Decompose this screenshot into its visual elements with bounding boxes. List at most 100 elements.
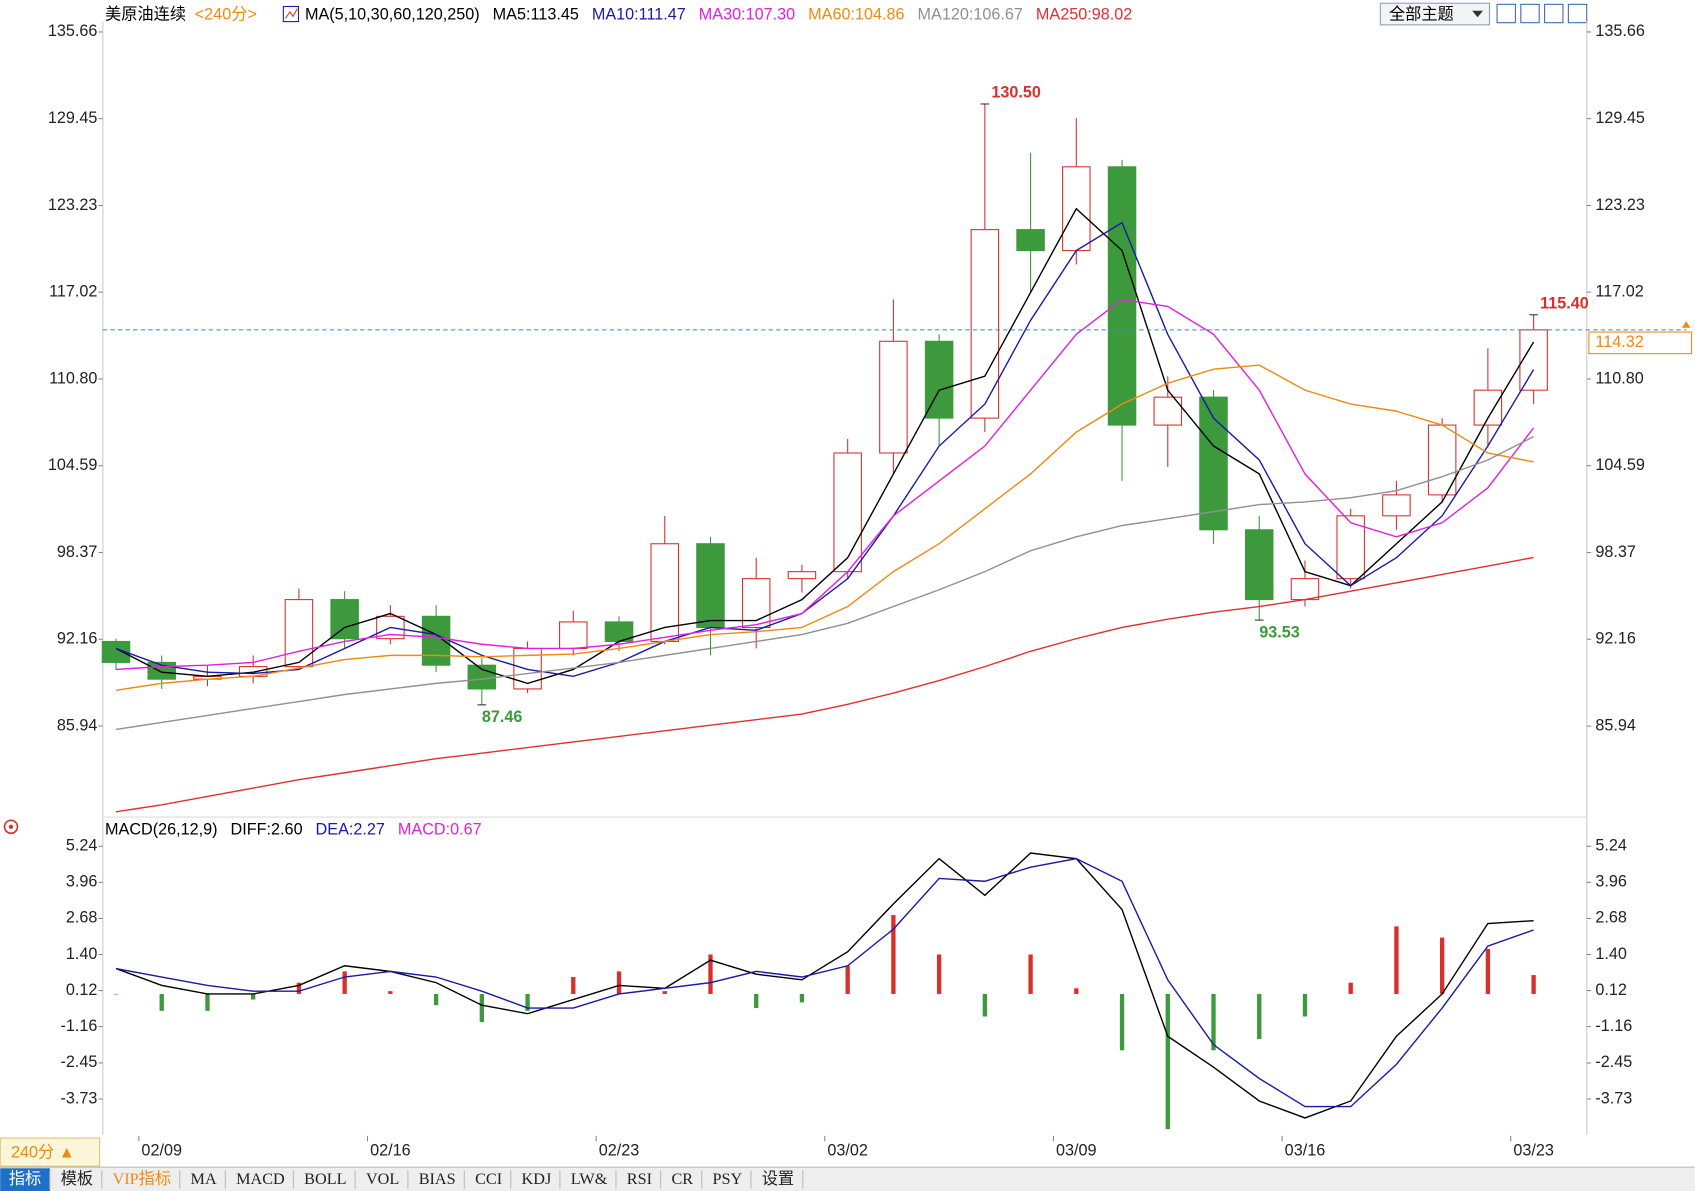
macd-bar <box>433 993 439 1006</box>
x-tick-label: 03/23 <box>1513 1141 1554 1159</box>
y-tick-label: 3.96 <box>66 873 98 891</box>
tab[interactable]: PSY <box>703 1168 752 1191</box>
period-label: <240分> <box>195 5 257 23</box>
y-tick-label: -3.73 <box>61 1089 98 1107</box>
tab[interactable]: MACD <box>227 1168 294 1191</box>
tab-background <box>662 1168 702 1191</box>
tab-label: RSI <box>627 1170 652 1188</box>
y-tick-label: 1.40 <box>66 945 98 963</box>
candle-body <box>1016 229 1045 252</box>
theme-menu[interactable] <box>1379 2 1491 26</box>
candle-body <box>559 621 588 649</box>
period-button[interactable] <box>0 1137 101 1167</box>
macd-bar <box>1165 993 1170 1130</box>
tab[interactable]: 指标 <box>0 1168 51 1191</box>
icon-button[interactable] <box>1567 3 1588 24</box>
candle-body <box>1336 515 1365 580</box>
theme-menu-label: 全部主题 <box>1389 5 1454 23</box>
candle-body <box>833 452 862 573</box>
last-price-arrow <box>1681 321 1691 328</box>
y-tick-label-right: 104.59 <box>1595 456 1645 474</box>
tab[interactable]: RSI <box>618 1168 662 1191</box>
tab-label: VOL <box>366 1170 399 1188</box>
x-tick-label: 03/16 <box>1285 1141 1326 1159</box>
tab-label: 模板 <box>61 1170 93 1188</box>
y-tick-label-right: -3.73 <box>1595 1089 1632 1107</box>
legend-entry: MA250:98.02 <box>1036 5 1132 23</box>
x-tick-label: 02/16 <box>370 1141 411 1159</box>
x-tick-label: 02/09 <box>141 1141 182 1159</box>
tab-background <box>0 1168 50 1191</box>
tab-label: 指标 <box>9 1170 41 1188</box>
candle-body <box>970 229 1000 419</box>
macd-bar <box>845 965 850 994</box>
candle-body <box>741 578 771 629</box>
legend-entry: MA120:106.67 <box>918 5 1023 23</box>
candle-body <box>421 615 451 666</box>
tab-label: LW& <box>571 1170 608 1188</box>
candle-body <box>101 640 131 663</box>
tab[interactable]: BOLL <box>295 1168 356 1191</box>
macd-bar <box>296 982 302 994</box>
y-tick-label: 104.59 <box>48 456 98 474</box>
y-tick-label: 92.16 <box>57 630 98 648</box>
candle-body <box>1519 329 1548 391</box>
macd-bar <box>1257 993 1262 1040</box>
y-tick-label-right: 98.37 <box>1595 543 1636 561</box>
y-tick-label: 117.02 <box>49 282 97 300</box>
candle-body <box>1244 529 1274 601</box>
ma-line <box>115 556 1534 813</box>
tab-background <box>181 1168 226 1191</box>
tab[interactable]: CCI <box>466 1168 512 1191</box>
tab[interactable]: CR <box>662 1168 703 1191</box>
icon-button[interactable] <box>1496 3 1516 24</box>
macd-bar <box>1485 948 1491 994</box>
tab-label: BOLL <box>304 1170 346 1188</box>
y-tick-label-right: -2.45 <box>1595 1053 1632 1071</box>
y-tick-label: 85.94 <box>57 716 98 734</box>
ma-line <box>115 436 1534 731</box>
settings-icon[interactable] <box>3 819 19 835</box>
macd-bar <box>113 993 119 995</box>
macd-bar <box>662 991 667 994</box>
icon-button[interactable] <box>1520 3 1540 24</box>
tab[interactable]: 设置 <box>753 1168 804 1191</box>
tab[interactable]: LW& <box>562 1168 617 1191</box>
x-tick-label: 03/02 <box>827 1141 868 1159</box>
settings-icon-dot <box>8 824 14 829</box>
toolbar-icons <box>1496 3 1588 24</box>
tab[interactable]: VOL <box>357 1168 409 1191</box>
indicator-icon[interactable] <box>282 5 300 23</box>
y-tick-label-right: 110.80 <box>1595 369 1643 387</box>
tab-background <box>512 1168 560 1191</box>
tab[interactable]: VIP指标 <box>103 1168 181 1191</box>
tab[interactable]: KDJ <box>512 1168 561 1191</box>
period-button-label: 240分 ▲ <box>11 1143 75 1161</box>
extreme-label: 93.53 <box>1259 623 1300 641</box>
tab[interactable]: MA <box>181 1168 226 1191</box>
macd-bar <box>799 993 805 1003</box>
macd-bar <box>1028 954 1033 994</box>
y-tick-label: 98.37 <box>57 543 98 561</box>
macd-bar <box>616 971 622 994</box>
legend-entry: MACD:0.67 <box>398 820 482 838</box>
macd-bar <box>342 971 347 994</box>
macd-bar <box>479 993 484 1023</box>
y-tick-label: -1.16 <box>61 1017 98 1035</box>
tab-label: VIP指标 <box>113 1170 172 1188</box>
tab[interactable]: 模板 <box>52 1168 103 1191</box>
candle-body <box>1199 396 1228 531</box>
y-tick-label-right: 123.23 <box>1595 196 1645 214</box>
tab-background <box>52 1168 102 1191</box>
macd-bar <box>708 954 713 994</box>
x-tick-label: 02/23 <box>599 1141 640 1159</box>
tab-label: CR <box>671 1170 693 1188</box>
macd-bar <box>1439 937 1445 994</box>
candle-body <box>1290 578 1320 601</box>
tab[interactable]: BIAS <box>410 1168 465 1191</box>
y-tick-label: 2.68 <box>66 909 98 927</box>
icon-button[interactable] <box>1544 3 1564 24</box>
macd-bar <box>936 954 942 994</box>
y-tick-label-right: 117.02 <box>1595 282 1643 300</box>
